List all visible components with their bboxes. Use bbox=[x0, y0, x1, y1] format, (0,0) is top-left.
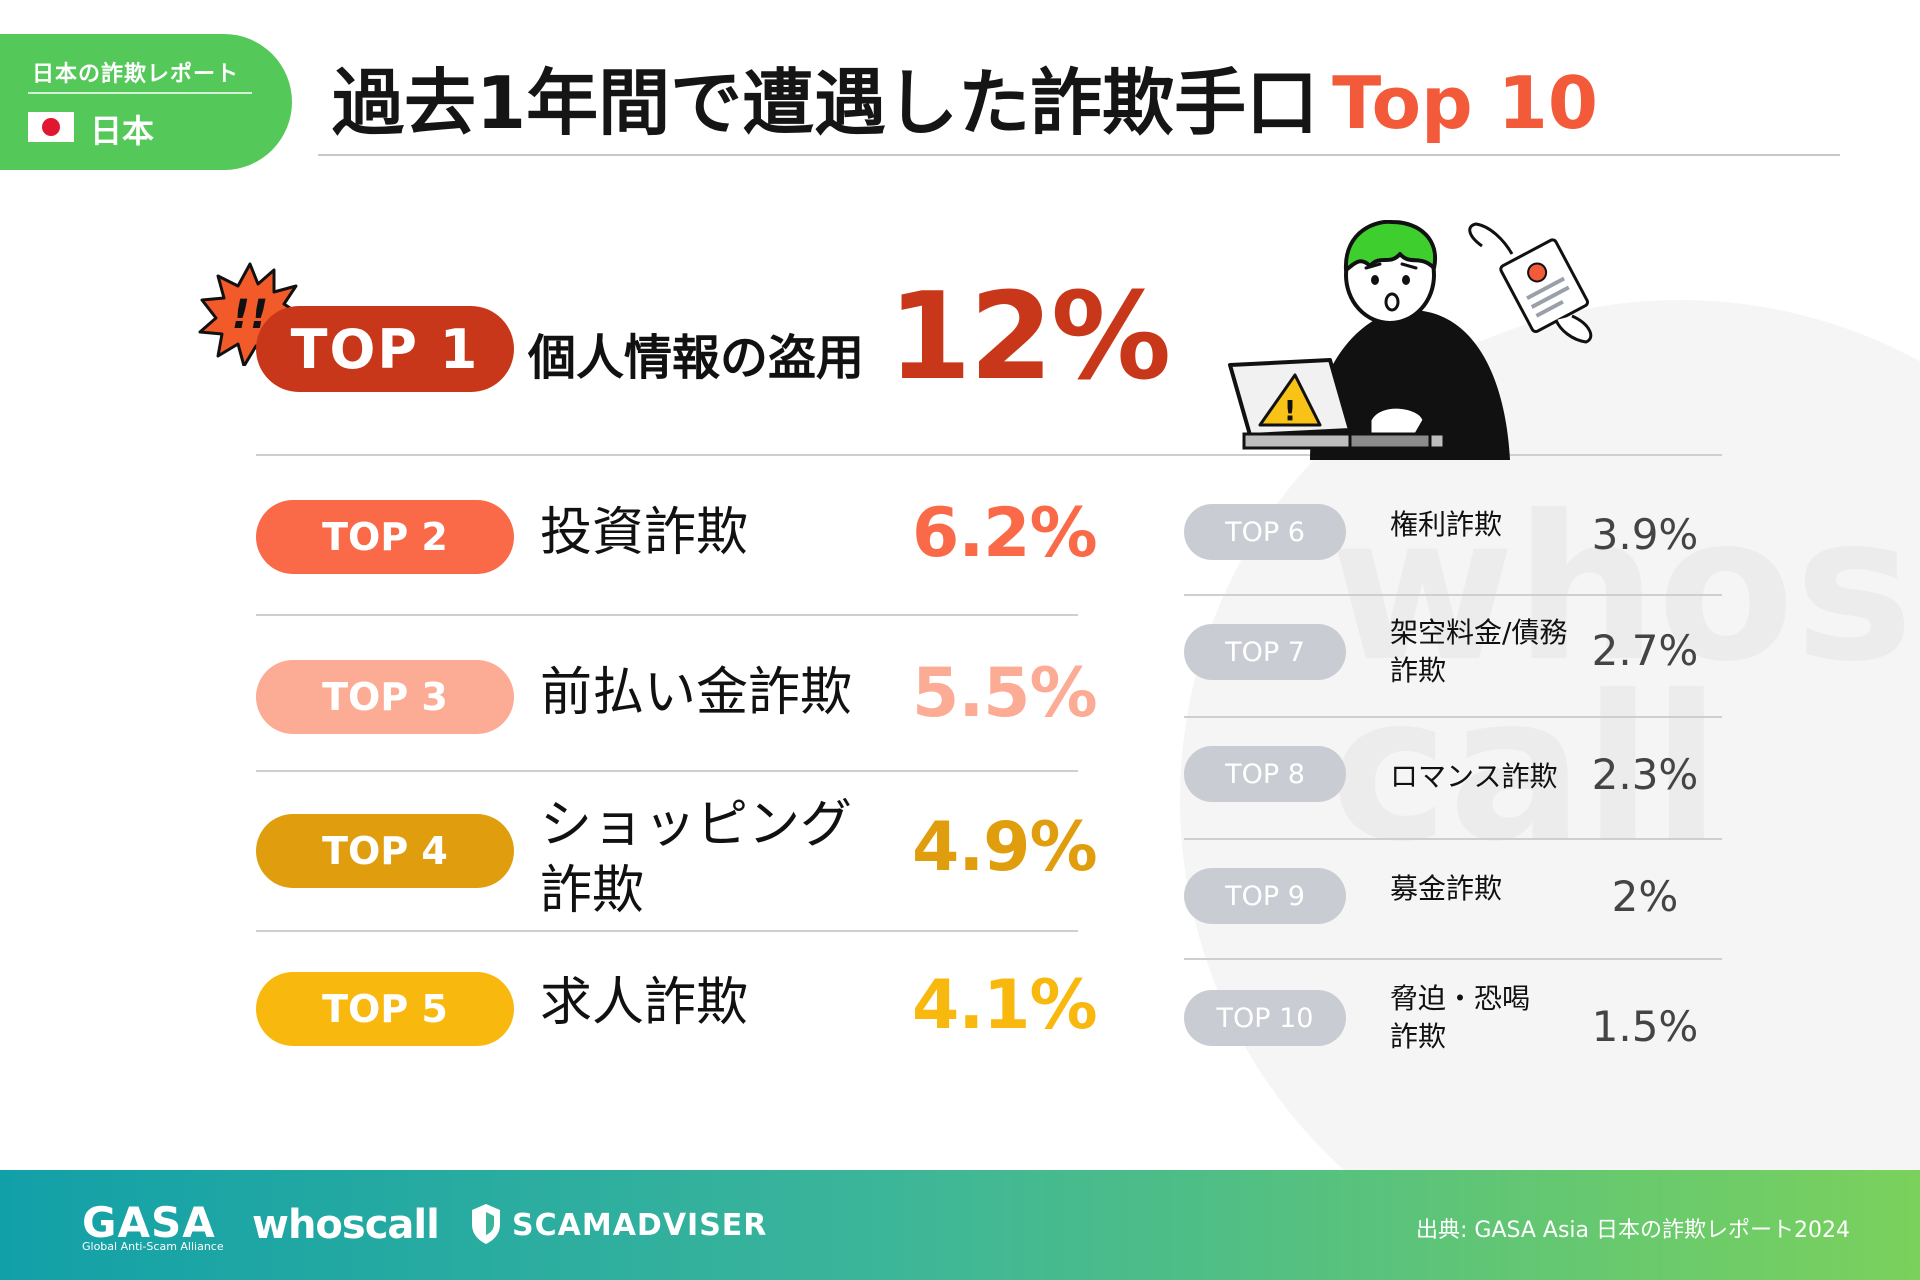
row-divider bbox=[1184, 594, 1722, 596]
scam-label-top7-line2: 詐欺 bbox=[1390, 654, 1447, 687]
scam-label-top5: 求人詐欺 bbox=[540, 973, 749, 1033]
scam-value-top1: 12% bbox=[888, 268, 1171, 407]
country-name: 日本 bbox=[90, 112, 155, 150]
scam-label-top4: ショッピング 詐欺 bbox=[540, 792, 852, 924]
page-title-main: 過去1年間で遭遇した詐欺手口 bbox=[332, 61, 1319, 145]
rank-pill-top10: TOP 10 bbox=[1184, 990, 1346, 1046]
scam-label-top3: 前払い金詐欺 bbox=[540, 663, 853, 723]
top1-divider bbox=[256, 454, 1722, 456]
shield-icon bbox=[472, 1204, 500, 1244]
scam-value-top7: 2.7% bbox=[1591, 626, 1699, 675]
rank-pill-top8: TOP 8 bbox=[1184, 746, 1346, 802]
row-divider bbox=[1184, 958, 1722, 960]
scam-value-top9: 2% bbox=[1611, 872, 1679, 921]
row-divider bbox=[1184, 716, 1722, 718]
scam-label-top9: 募金詐欺 bbox=[1390, 872, 1503, 905]
source-note: 出典: GASA Asia 日本の詐欺レポート2024 bbox=[1415, 1218, 1850, 1243]
svg-text:!: ! bbox=[1284, 394, 1297, 427]
scam-value-top5: 4.1% bbox=[912, 966, 1098, 1045]
scam-value-top6: 3.9% bbox=[1591, 510, 1699, 559]
scam-label-top10: 脅迫・恐喝 詐欺 bbox=[1390, 980, 1530, 1056]
scam-value-top2: 6.2% bbox=[912, 494, 1098, 573]
page-title: 過去1年間で遭遇した詐欺手口 Top 10 bbox=[332, 44, 1598, 149]
row-divider bbox=[1184, 838, 1722, 840]
scam-label-top10-line2: 詐欺 bbox=[1390, 1020, 1447, 1053]
scam-label-top8: ロマンス詐欺 bbox=[1390, 760, 1558, 793]
scam-label-top6: 権利詐欺 bbox=[1390, 508, 1503, 541]
row-divider bbox=[256, 614, 1078, 616]
scam-label-top4-line1: ショッピング bbox=[540, 795, 853, 855]
country-badge: 日本の詐欺レポート 日本 bbox=[0, 34, 292, 170]
badge-divider bbox=[28, 92, 252, 94]
rank-pill-top6: TOP 6 bbox=[1184, 504, 1346, 560]
scam-label-top7-line1: 架空料金/債務 bbox=[1390, 616, 1568, 649]
row-divider bbox=[256, 770, 1078, 772]
scam-label-top1: 個人情報の盗用 bbox=[528, 330, 865, 386]
scam-value-top4: 4.9% bbox=[912, 808, 1098, 887]
rank-pill-top4: TOP 4 bbox=[256, 814, 514, 888]
report-label: 日本の詐欺レポート bbox=[32, 62, 240, 87]
scam-value-top10: 1.5% bbox=[1591, 1002, 1699, 1051]
scam-label-top7: 架空料金/債務 詐欺 bbox=[1390, 614, 1567, 690]
whoscall-logo: whoscall bbox=[252, 1202, 440, 1248]
scam-label-top10-line1: 脅迫・恐喝 bbox=[1390, 982, 1531, 1015]
page-title-accent: Top 10 bbox=[1332, 61, 1598, 145]
scam-value-top3: 5.5% bbox=[912, 654, 1098, 733]
rank-pill-top5: TOP 5 bbox=[256, 972, 514, 1046]
scam-value-top8: 2.3% bbox=[1591, 750, 1699, 799]
title-divider bbox=[318, 154, 1840, 156]
japan-flag-icon bbox=[28, 112, 74, 142]
rank-pill-top7: TOP 7 bbox=[1184, 624, 1346, 680]
scam-label-top2: 投資詐欺 bbox=[540, 503, 749, 563]
rank-pill-top3: TOP 3 bbox=[256, 660, 514, 734]
gasa-logo-subtitle: Global Anti-Scam Alliance bbox=[82, 1240, 224, 1253]
row-divider bbox=[256, 930, 1078, 932]
rank-pill-top9: TOP 9 bbox=[1184, 868, 1346, 924]
rank-pill-top2: TOP 2 bbox=[256, 500, 514, 574]
gasa-logo: GASA bbox=[82, 1198, 216, 1247]
footer: GASA Global Anti-Scam Alliance whoscall … bbox=[0, 1170, 1920, 1280]
scam-label-top4-line2: 詐欺 bbox=[540, 861, 645, 921]
worried-user-illustration: ! bbox=[1228, 220, 1593, 460]
rank-pill-top1: TOP 1 bbox=[256, 306, 514, 392]
scamadviser-logo: SCAMADVISER bbox=[512, 1208, 768, 1243]
